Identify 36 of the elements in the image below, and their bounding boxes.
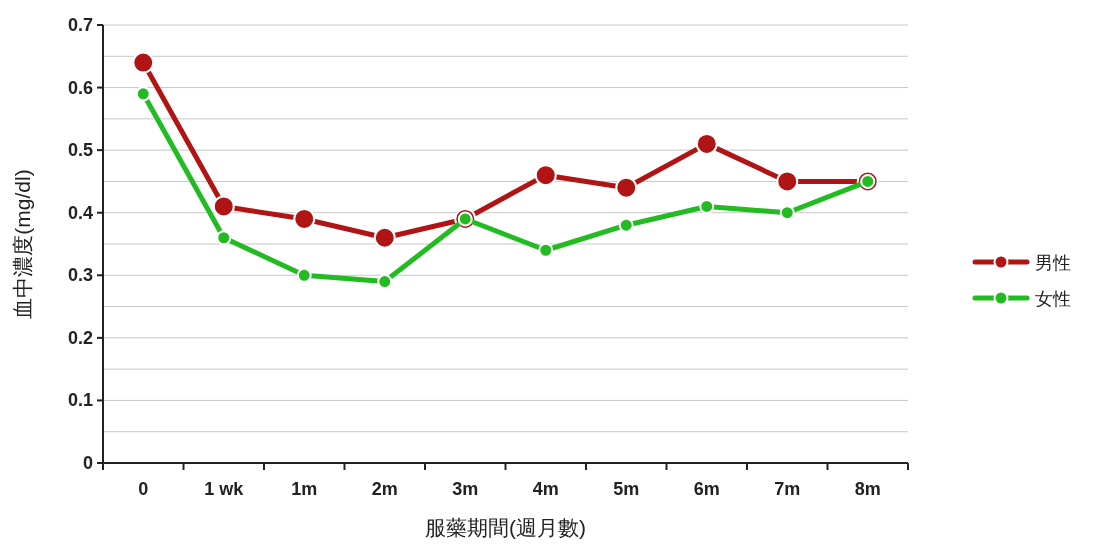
point — [216, 230, 232, 246]
point — [293, 207, 316, 230]
point — [132, 51, 155, 74]
x-tick-label: 2m — [371, 479, 398, 499]
point — [618, 217, 634, 233]
y-tick-label: 0.3 — [67, 265, 93, 286]
x-tick-label: 1 wk — [204, 479, 245, 499]
y-tick-label: 0.1 — [67, 390, 93, 411]
x-tick-label: 6m — [693, 479, 720, 499]
x-tick-label: 0 — [138, 479, 149, 499]
x-axis-title: 服藥期間(週月數) — [425, 516, 586, 539]
x-tick-label: 5m — [613, 479, 640, 499]
y-tick-label: 0.7 — [67, 15, 93, 35]
y-tick-label: 0.4 — [67, 202, 93, 223]
x-tick-label: 4m — [532, 479, 559, 499]
point — [296, 267, 312, 283]
y-axis-title: 血中濃度(mg/dl) — [11, 169, 34, 319]
x-tick-label: 8m — [854, 479, 881, 499]
point — [615, 176, 638, 199]
point — [212, 195, 235, 218]
y-tick-label: 0.5 — [67, 140, 93, 161]
x-tick-label: 7m — [774, 479, 801, 499]
y-tick-label: 0.2 — [67, 327, 93, 348]
point — [538, 242, 554, 258]
point — [776, 170, 799, 193]
point — [135, 86, 151, 102]
y-tick-label: 0.6 — [67, 77, 93, 98]
y-tick-label: 0 — [82, 453, 93, 473]
x-tick-label: 3m — [452, 479, 479, 499]
point — [373, 226, 396, 249]
x-tick-label: 1m — [291, 479, 318, 499]
point — [779, 205, 795, 221]
legend-label: 女性 — [1035, 289, 1071, 309]
legend-label: 男性 — [1035, 253, 1071, 273]
point — [534, 164, 557, 187]
point — [695, 132, 718, 155]
